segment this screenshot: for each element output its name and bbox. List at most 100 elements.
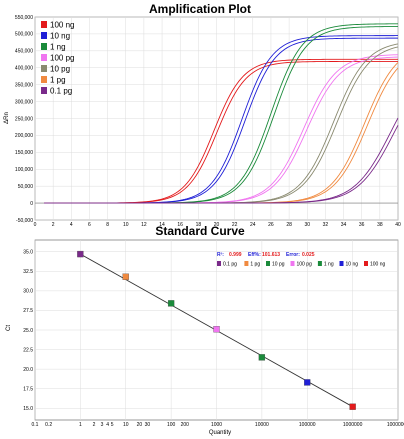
- amp-legend-label-100-ng: 100 ng: [50, 21, 74, 30]
- standard-curve-plot: Standard Curve Ct Quantity 15.0 17.5 2 0.02…: [6, 224, 404, 436]
- std-x-tick-20: 20: [137, 422, 143, 428]
- standard-curve-legend: 0.1 pg 1 pg 10 pg 100 pg 1 ng 10 ng 100 ng: [217, 261, 386, 268]
- std-x-tick-30: 30: [145, 422, 151, 428]
- amp-y-tick-500000: 500,000: [15, 32, 33, 38]
- std-point-10-ng: [304, 379, 311, 386]
- std-x-tick-100000: 100000: [299, 422, 316, 428]
- std-y-tick-17-5: 17.5: [23, 386, 33, 392]
- std-legend-swatch-10-pg: [266, 261, 270, 266]
- amp-y-tick-250000: 250,000: [15, 116, 33, 122]
- amplification-legend: 100 ng 10 ng 1 ng 100 pg 10 pg 1 pg 0.1 pg: [41, 21, 74, 96]
- amp-y-tick-50000: 50,000: [18, 184, 34, 190]
- amp-x-tick-20: 20: [214, 222, 220, 228]
- amplification-y-ticks: -50,000 0 50,000 100,000 150,000 200,000 250,0…: [15, 15, 33, 224]
- std-y-tick-32-5: 32.5: [23, 269, 33, 275]
- amp-x-tick-36: 36: [359, 222, 365, 228]
- standard-curve-x-axis-label: Quantity: [209, 430, 231, 436]
- std-legend-swatch-100-ng: [364, 261, 368, 266]
- amp-legend-label-1-pg: 1 pg: [50, 76, 66, 85]
- amp-legend-label-1-ng: 1 ng: [50, 43, 66, 52]
- amp-x-tick-14: 14: [159, 222, 165, 228]
- std-y-tick-27-5: 27.5: [23, 308, 33, 314]
- std-x-tick-10000000: 10000000: [387, 422, 404, 428]
- amp-x-tick-26: 26: [268, 222, 274, 228]
- std-y-tick-35: 35.0: [23, 250, 33, 256]
- standard-curve-x-ticks: 0.1 0.2 1 2 3 4 5 10 20 30 100 200 1000 10000 100000 10…: [32, 422, 404, 428]
- amplification-y-axis-label: ΔRn: [4, 112, 10, 124]
- std-legend-label-10-ng: 10 ng: [346, 262, 359, 268]
- std-legend-label-100-ng: 100 ng: [370, 262, 386, 268]
- amp-curve-0-1-pg-rep2: [44, 125, 399, 204]
- amp-legend-swatch-10-ng: [41, 32, 47, 39]
- std-x-tick-0-2: 0.2: [45, 422, 52, 428]
- amp-y-tick-300000: 300,000: [15, 99, 33, 105]
- amp-legend-swatch-100-ng: [41, 21, 47, 28]
- std-x-tick-2: 2: [93, 422, 96, 428]
- std-legend-swatch-0-1-pg: [217, 261, 221, 266]
- amp-y-tick-550000: 550,000: [15, 15, 33, 21]
- amplification-x-ticks: 0 2 4 6 8 10 12 14 16 18 20 22 24 26 28 30 32 34 36 38 40: [34, 222, 401, 228]
- amp-y-tick-50000: -50,000: [16, 218, 33, 224]
- std-legend-label-0-1-pg: 0.1 pg: [223, 262, 237, 268]
- amplification-plot-title: Amplification Plot: [149, 2, 251, 16]
- error-value: 0.025: [302, 252, 315, 258]
- amp-x-tick-24: 24: [250, 222, 256, 228]
- standard-curve-title: Standard Curve: [155, 224, 245, 238]
- std-y-tick-15: 15.0: [23, 406, 33, 412]
- amp-x-tick-4: 4: [70, 222, 73, 228]
- amp-y-tick-0: 0: [30, 201, 33, 207]
- standard-curve-y-ticks: 15.0 17.5 20.0 22.5 25.0 27.5 30.0 32.5 35.0: [23, 250, 33, 413]
- std-legend-label-100-pg: 100 pg: [297, 262, 313, 268]
- std-point-1-pg: [122, 273, 129, 280]
- r2-value: 0.999: [229, 252, 242, 258]
- amplification-plot: Amplification Plot ΔRn -50,000 0 50,000 100…: [4, 2, 401, 228]
- std-legend-swatch-10-ng: [339, 261, 344, 266]
- amp-legend-swatch-1-pg: [41, 76, 47, 83]
- amp-x-tick-28: 28: [286, 222, 292, 228]
- std-y-tick-22-5: 22.5: [23, 347, 33, 353]
- amplification-grid: [34, 16, 399, 221]
- std-y-tick-30: 30.0: [23, 289, 33, 295]
- amp-x-tick-30: 30: [304, 222, 310, 228]
- std-legend-label-1-pg: 1 pg: [250, 262, 260, 268]
- amp-x-tick-8: 8: [106, 222, 109, 228]
- amp-x-tick-2: 2: [52, 222, 55, 228]
- amp-legend-swatch-1-ng: [41, 43, 47, 50]
- std-x-tick-100: 100: [167, 422, 176, 428]
- standard-curve-stats: R²: 0.999 Eff%: 101.613 Error: 0.025: [217, 252, 315, 258]
- std-x-tick-10000: 10000: [255, 422, 269, 428]
- std-x-tick-200: 200: [181, 422, 190, 428]
- std-x-tick-1000: 1000: [211, 422, 222, 428]
- std-legend-swatch-1-ng: [317, 261, 322, 266]
- std-x-tick-0-1: 0.1: [32, 422, 39, 428]
- std-x-tick-4: 4: [106, 422, 109, 428]
- amp-y-tick-450000: 450,000: [15, 49, 33, 55]
- std-legend-swatch-100-pg: [290, 261, 295, 266]
- amp-legend-label-100-pg: 100 pg: [50, 54, 74, 63]
- std-y-tick-25: 25.0: [23, 328, 33, 334]
- amp-y-tick-350000: 350,000: [15, 82, 33, 88]
- std-point-100-pg: [213, 326, 220, 333]
- standard-curve-y-axis-label: Ct: [6, 325, 12, 331]
- std-x-tick-1000000: 1000000: [343, 422, 363, 428]
- amp-y-tick-400000: 400,000: [15, 66, 33, 72]
- amplification-curves: [44, 23, 399, 204]
- std-point-1-ng: [258, 354, 266, 361]
- amp-y-tick-200000: 200,000: [15, 133, 33, 139]
- std-point-10-pg: [167, 300, 175, 307]
- amp-legend-label-10-ng: 10 ng: [50, 32, 70, 41]
- standard-curve-points: [77, 250, 356, 410]
- error-label: Error:: [286, 252, 300, 258]
- amp-y-tick-100000: 100,000: [15, 167, 33, 173]
- std-point-100-ng: [349, 403, 356, 410]
- amp-x-tick-22: 22: [232, 222, 238, 228]
- amp-x-tick-16: 16: [177, 222, 183, 228]
- amp-legend-swatch-100-pg: [41, 54, 47, 61]
- amp-legend-label-0-1-pg: 0.1 pg: [50, 87, 72, 96]
- r2-label: R²:: [217, 252, 224, 258]
- amp-x-tick-6: 6: [88, 222, 91, 228]
- amp-x-tick-34: 34: [341, 222, 347, 228]
- amp-legend-label-10-pg: 10 pg: [50, 65, 70, 74]
- amp-x-tick-32: 32: [323, 222, 329, 228]
